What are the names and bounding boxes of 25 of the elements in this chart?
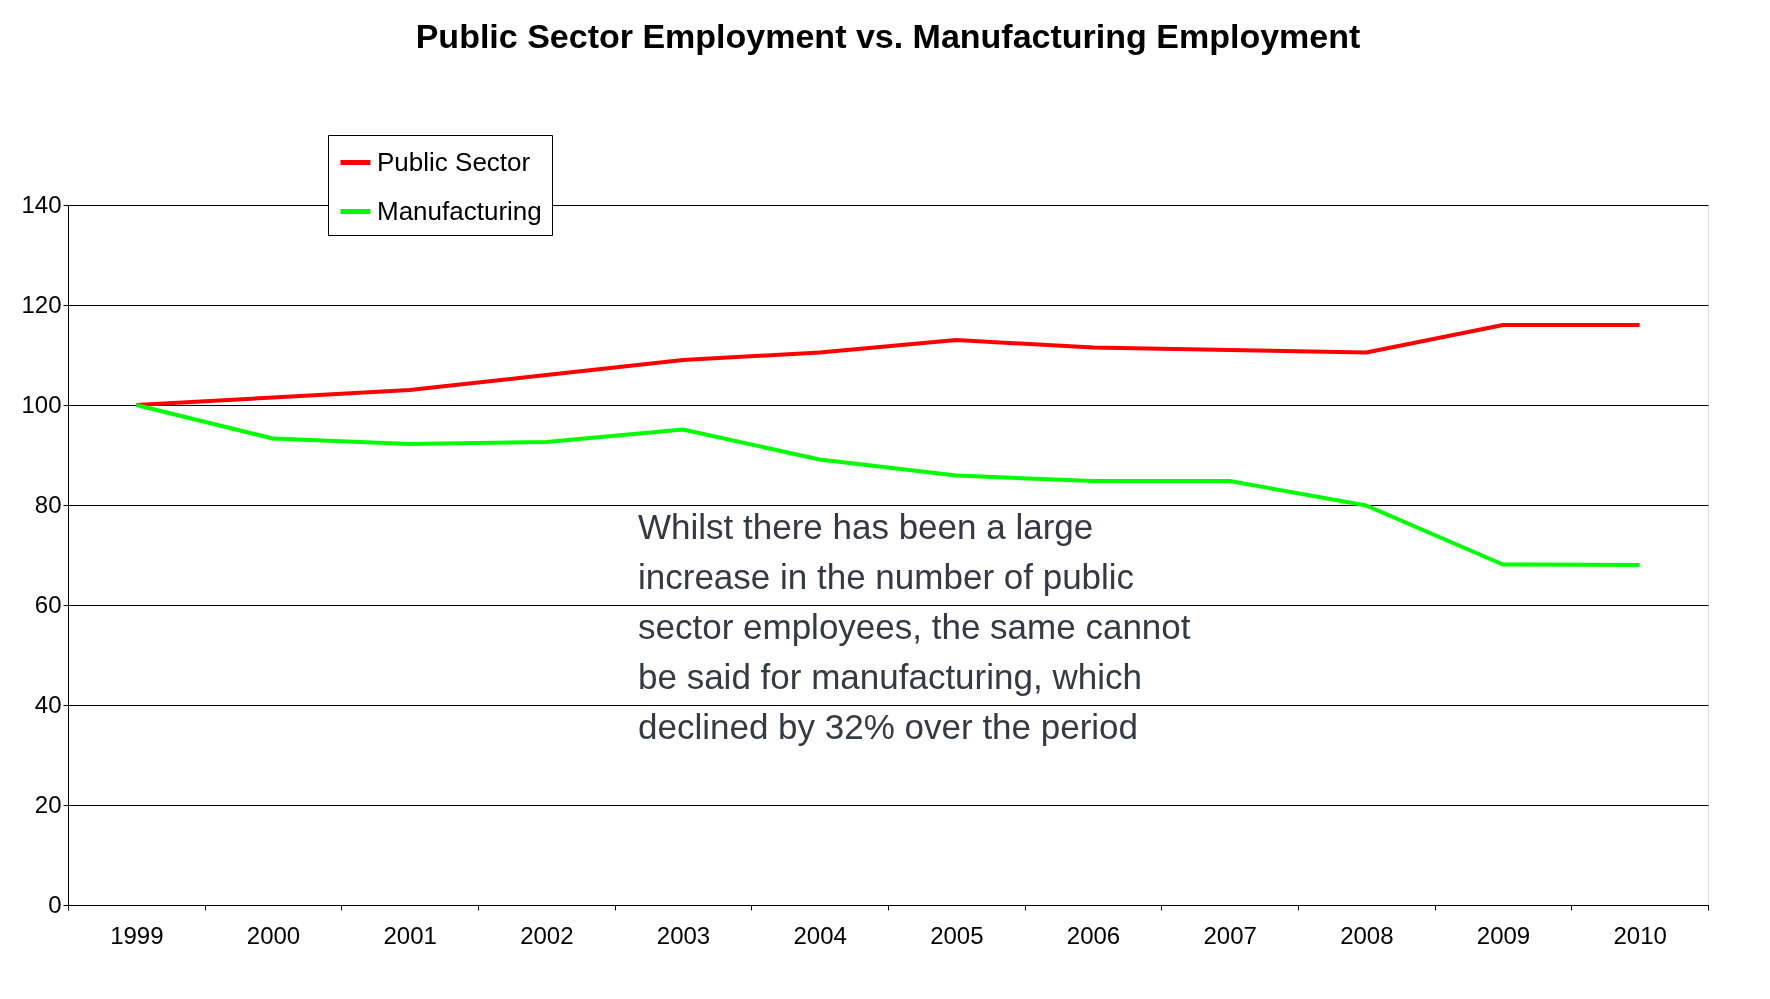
legend-label: Public Sector: [377, 146, 531, 177]
x-tick-label: 1999: [110, 921, 164, 949]
legend-label: Manufacturing: [377, 195, 542, 226]
x-tick-label: 2007: [1203, 921, 1257, 949]
x-tick-label: 2000: [246, 921, 301, 949]
x-tick-label: 2003: [656, 921, 711, 949]
y-tick-label: 40: [34, 690, 62, 718]
line-series: [134, 323, 1642, 407]
y-tick-label: 80: [34, 490, 62, 518]
y-tick-label: 100: [21, 390, 62, 418]
y-tick-label: 0: [48, 890, 62, 918]
x-tick-label: 2002: [520, 921, 574, 949]
x-tick-label: 2010: [1613, 921, 1667, 949]
x-tick-label: 2008: [1340, 921, 1394, 949]
y-tick-label: 120: [21, 290, 62, 318]
x-tick-label: 2006: [1066, 921, 1121, 949]
y-tick-label: 20: [34, 790, 62, 818]
y-tick-label: 140: [21, 190, 62, 218]
x-tick-label: 2005: [930, 921, 984, 949]
x-tick-label: 2001: [383, 921, 437, 949]
chart-title: Public Sector Employment vs. Manufacturing Employment: [415, 16, 1361, 55]
x-tick-label: 2004: [793, 921, 847, 949]
annotation: Whilst there has been a large increase in the number of public sector employees, the same cannot be said for manufacturing, which declined by 32% over the period: [638, 507, 1191, 746]
x-tick-label: 2009: [1476, 921, 1531, 949]
y-tick-label: 60: [34, 590, 62, 618]
